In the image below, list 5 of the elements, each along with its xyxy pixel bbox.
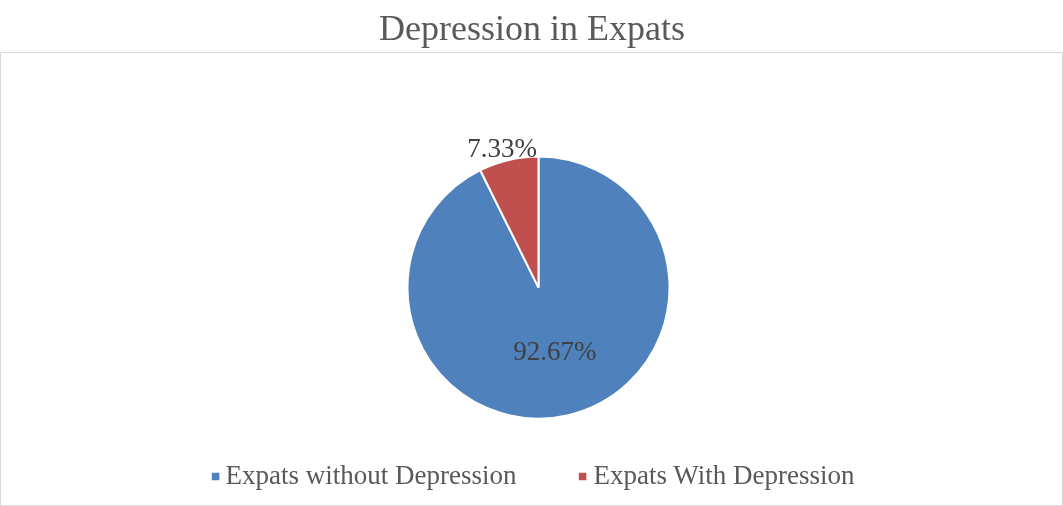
data-label: 92.67%	[513, 335, 597, 366]
data-label: 7.33%	[467, 132, 537, 163]
legend-label: Expats without Depression	[225, 460, 517, 491]
legend-label: Expats With Depression	[593, 460, 855, 491]
chart-title: Depression in Expats	[379, 7, 685, 48]
